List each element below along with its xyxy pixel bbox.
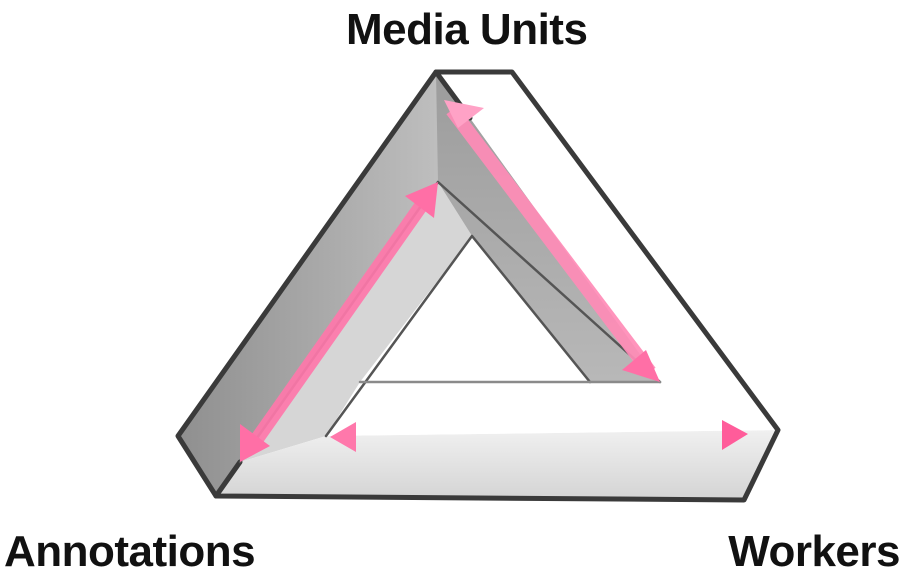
arrow-media-units-workers (444, 100, 660, 382)
left-face-dark (178, 72, 470, 496)
bottom-face-white (326, 382, 778, 436)
media-units-label: Media Units (346, 5, 588, 54)
right-face-white (436, 72, 778, 430)
annotations-label: Annotations (4, 527, 256, 576)
arrow-annotations-workers (330, 420, 748, 452)
arrow-annotations-media-units (240, 182, 438, 462)
workers-label: Workers (728, 527, 900, 576)
bottom-face-light (216, 430, 778, 500)
inner-hole (360, 236, 590, 382)
